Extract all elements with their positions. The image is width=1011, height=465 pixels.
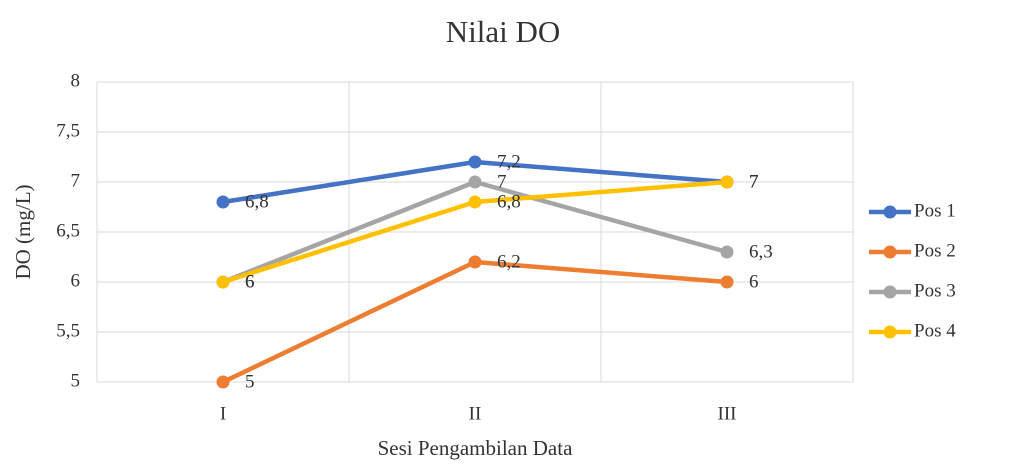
marker — [216, 275, 230, 289]
y-tick-label: 5,5 — [56, 320, 80, 341]
y-tick-label: 7 — [71, 170, 81, 191]
legend-marker — [883, 205, 897, 219]
legend-label: Pos 1 — [914, 200, 956, 221]
marker — [720, 175, 734, 189]
data-label: 7 — [749, 171, 759, 192]
data-label: 7,2 — [497, 151, 521, 172]
y-tick-label: 5 — [71, 370, 81, 391]
data-label: 6,8 — [245, 191, 269, 212]
data-label: 7 — [749, 171, 759, 192]
legend-label: Pos 4 — [914, 320, 956, 341]
marker — [216, 195, 230, 209]
marker — [468, 155, 482, 169]
legend-marker — [883, 325, 897, 339]
x-axis-label: Sesi Pengambilan Data — [378, 436, 573, 460]
data-label: 6,2 — [497, 251, 521, 272]
data-label: 6 — [245, 271, 255, 292]
legend-label: Pos 2 — [914, 240, 956, 261]
legend-marker — [883, 285, 897, 299]
data-label: 5 — [245, 371, 255, 392]
marker — [468, 175, 482, 189]
data-label: 6 — [245, 271, 255, 292]
legend-marker — [883, 245, 897, 259]
y-tick-label: 7,5 — [56, 120, 80, 141]
marker — [720, 275, 734, 289]
marker — [468, 255, 482, 269]
y-tick-label: 6,5 — [56, 220, 80, 241]
data-label: 6,8 — [497, 191, 521, 212]
y-axis-label: DO (mg/L) — [11, 184, 35, 279]
data-label: 7 — [497, 171, 507, 192]
y-tick-label: 6 — [71, 270, 81, 291]
x-tick-label: III — [718, 403, 737, 424]
x-tick-label: I — [220, 403, 226, 424]
series-line — [222, 259, 728, 385]
x-tick-label: II — [469, 403, 482, 424]
marker — [216, 375, 230, 389]
chart-title: Nilai DO — [446, 14, 561, 49]
data-label: 6 — [749, 271, 759, 292]
marker — [468, 195, 482, 209]
legend-label: Pos 3 — [914, 280, 956, 301]
marker — [720, 245, 734, 259]
y-tick-label: 8 — [71, 70, 81, 91]
data-label: 6,3 — [749, 241, 773, 262]
